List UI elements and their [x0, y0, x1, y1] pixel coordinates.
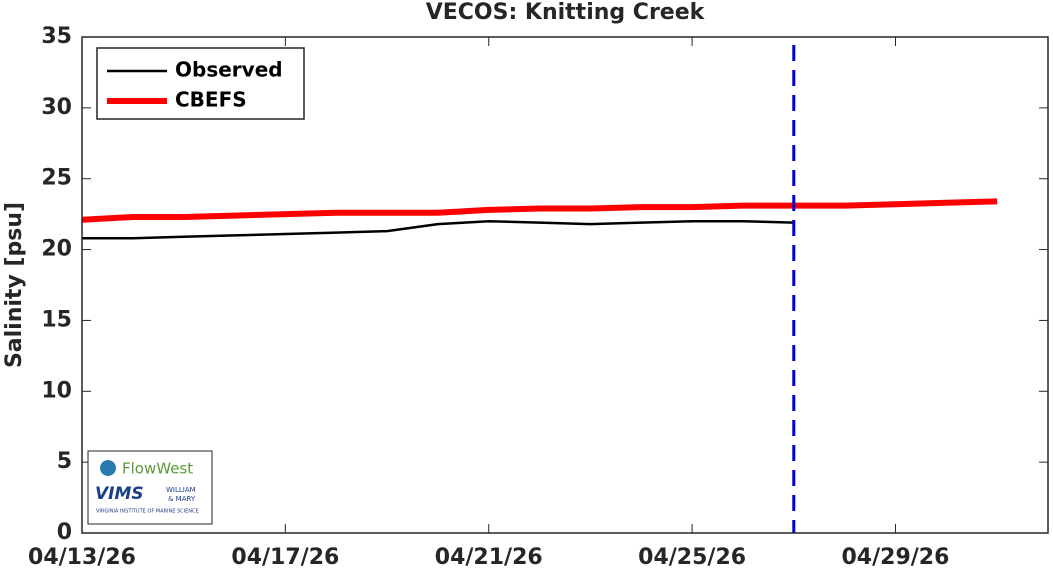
- y-tick-label: 0: [57, 520, 72, 545]
- legend-label: Observed: [175, 58, 283, 82]
- y-tick-label: 15: [41, 307, 72, 332]
- logo-icon: [100, 460, 116, 476]
- logo-text: & MARY: [168, 495, 196, 503]
- y-tick-label: 20: [41, 237, 72, 262]
- chart-title: VECOS: Knitting Creek: [426, 0, 706, 25]
- y-tick-label: 30: [41, 95, 72, 120]
- logo-text: FlowWest: [122, 460, 193, 478]
- x-tick-label: 04/21/26: [435, 545, 543, 570]
- logo-text: WILLIAM: [166, 486, 196, 494]
- y-tick-label: 5: [57, 449, 72, 474]
- logo-text: VIRGINIA INSTITUTE OF MARINE SCIENCE: [96, 509, 199, 515]
- legend-label: CBEFS: [175, 88, 247, 112]
- y-tick-label: 25: [41, 166, 72, 191]
- data-line: [81, 198, 998, 223]
- y-axis-label: Salinity [psu]: [2, 202, 27, 368]
- x-tick-label: 04/29/26: [842, 545, 950, 570]
- plot-frame: [81, 36, 1049, 534]
- legend-box: [96, 47, 305, 120]
- y-tick-label: 35: [41, 24, 72, 49]
- data-line: [82, 219, 794, 240]
- x-tick-label: 04/17/26: [231, 545, 339, 570]
- x-tick-label: 04/13/26: [28, 545, 136, 570]
- x-tick-label: 04/25/26: [638, 545, 746, 570]
- logo-box: FlowWest VIMS WILLIAM & MARY VIRGINIA IN…: [87, 450, 213, 525]
- logo-text: VIMS: [95, 484, 144, 504]
- y-tick-label: 10: [41, 378, 72, 403]
